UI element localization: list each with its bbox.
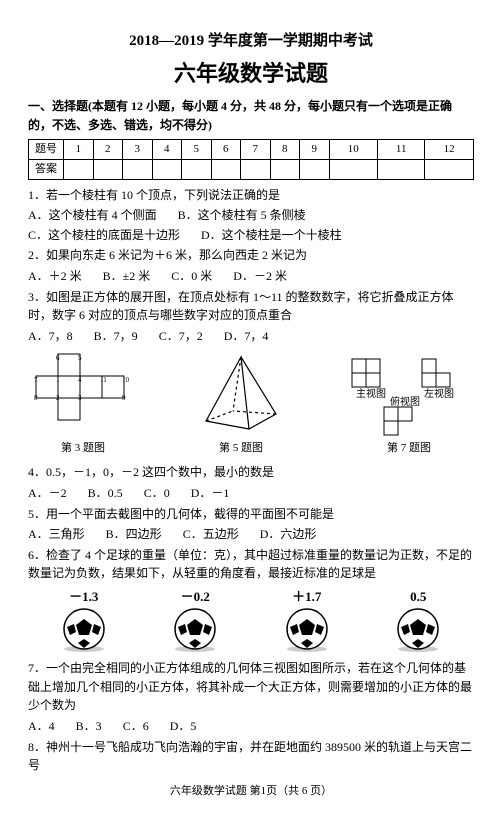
svg-text:5: 5 — [78, 354, 82, 362]
question-5: 5．用一个平面去截图中的几何体，截得的平面图不可能是 — [28, 505, 474, 524]
question-6: 6．检查了 4 个足球的重量（单位：克），其中超过标准重量的数量记为正数，不足的… — [28, 546, 474, 583]
svg-text:9: 9 — [122, 394, 126, 402]
soccer-ball-icon — [167, 607, 223, 653]
q5-opt-a: A．三角形 — [28, 525, 85, 544]
ans-cell — [300, 159, 330, 179]
col-7: 7 — [241, 139, 271, 159]
q3-opt-a: A．7，8 — [28, 327, 73, 346]
col-10: 10 — [329, 139, 378, 159]
q3-opt-b: B．7，9 — [94, 327, 138, 346]
ans-cell — [425, 159, 474, 179]
svg-text:6: 6 — [56, 354, 60, 362]
q2-opt-b: B．±2 米 — [103, 267, 151, 286]
q4-opt-c: C．0 — [144, 484, 170, 503]
ball-d-value: 0.5 — [390, 587, 446, 607]
figure-5: 第 5 题图 — [191, 349, 291, 457]
col-3: 3 — [123, 139, 153, 159]
q5-opt-d: D．六边形 — [260, 525, 317, 544]
row-label: 题号 — [29, 139, 64, 159]
q2-opt-d: D．－2 米 — [233, 267, 287, 286]
ball-a-value: －1.3 — [56, 587, 112, 607]
cube-net-icon: 6 5 7 1 4 11 10 8 2 3 9 — [28, 349, 138, 439]
ans-cell — [329, 159, 378, 179]
fig5-caption: 第 5 题图 — [191, 440, 291, 457]
question-7: 7．一个由完全相同的小正方体组成的几何体三视图如图所示，若在这个几何体的基础上增… — [28, 659, 474, 715]
q5-opt-b: B．四边形 — [106, 525, 162, 544]
ball-b: －0.2 — [167, 587, 223, 653]
pyramid-icon — [191, 349, 291, 439]
ball-a: －1.3 — [56, 587, 112, 653]
q2-opt-a: A．＋2 米 — [28, 267, 82, 286]
q4-opt-b: B．0.5 — [88, 484, 123, 503]
exam-subject-title: 六年级数学试题 — [28, 57, 474, 91]
q5-opt-c: C．五边形 — [183, 525, 239, 544]
col-12: 12 — [425, 139, 474, 159]
q2-opt-c: C．0 米 — [171, 267, 212, 286]
section-1-heading: 一、选择题(本题有 12 小题，每小题 4 分，共 48 分，每小题只有一个选项… — [28, 97, 474, 134]
col-5: 5 — [182, 139, 212, 159]
col-6: 6 — [211, 139, 241, 159]
svg-text:11: 11 — [100, 376, 107, 384]
q4-opt-d: D．－1 — [191, 484, 230, 503]
soccer-ball-icon — [279, 607, 335, 653]
col-11: 11 — [378, 139, 425, 159]
col-1: 1 — [64, 139, 94, 159]
fig7-caption: 第 7 题图 — [344, 440, 474, 457]
ans-cell — [64, 159, 94, 179]
svg-text:8: 8 — [34, 394, 38, 402]
q4-opt-a: A．－2 — [28, 484, 67, 503]
answer-table: 题号 1 2 3 4 5 6 7 8 9 10 11 12 答案 — [28, 139, 474, 180]
svg-text:1: 1 — [56, 376, 60, 384]
top-view-label: 俯视图 — [390, 395, 420, 408]
svg-text:3: 3 — [78, 394, 82, 402]
q3-opt-d: D．7，4 — [224, 327, 269, 346]
col-8: 8 — [270, 139, 300, 159]
ans-cell — [93, 159, 123, 179]
question-2: 2．如果向东走 6 米记为＋6 米，那么向西走 2 米记为 — [28, 246, 474, 265]
q3-opt-c: C．7，2 — [159, 327, 203, 346]
soccer-ball-icon — [56, 607, 112, 653]
svg-text:7: 7 — [34, 376, 38, 384]
question-4: 4．0.5，－1，0，－2 这四个数中，最小的数是 — [28, 463, 474, 482]
svg-text:10: 10 — [122, 376, 130, 384]
front-view-label: 主视图 — [356, 387, 386, 400]
svg-text:2: 2 — [56, 394, 60, 402]
ball-c-value: ＋1.7 — [279, 587, 335, 607]
page-footer: 六年级数学试题 第1页（共 6 页） — [28, 783, 474, 800]
ans-cell — [270, 159, 300, 179]
q1-opt-d: D．这个棱柱是一个十棱柱 — [201, 226, 342, 245]
three-views-icon: 主视图 左视图 俯视图 — [344, 353, 474, 439]
ans-cell — [182, 159, 212, 179]
ans-cell — [378, 159, 425, 179]
ans-cell — [241, 159, 271, 179]
soccer-balls-row: －1.3 －0.2 ＋1.7 — [28, 587, 474, 653]
q7-opt-a: A．4 — [28, 717, 55, 736]
soccer-ball-icon — [390, 607, 446, 653]
question-3: 3．如图是正方体的展开图，在顶点处标有 1～11 的整数数字，将它折叠成正方体时… — [28, 288, 474, 325]
q1-opt-b: B．这个棱柱有 5 条侧棱 — [178, 206, 306, 225]
ball-c: ＋1.7 — [279, 587, 335, 653]
ball-d: 0.5 — [390, 587, 446, 653]
col-9: 9 — [300, 139, 330, 159]
ans-cell — [211, 159, 241, 179]
figure-3: 6 5 7 1 4 11 10 8 2 3 9 第 3 题图 — [28, 349, 138, 457]
exam-year-title: 2018—2019 学年度第一学期期中考试 — [28, 30, 474, 53]
q7-opt-c: C．6 — [123, 717, 149, 736]
q1-opt-c: C．这个棱柱的底面是十边形 — [28, 226, 180, 245]
q7-opt-b: B．3 — [76, 717, 102, 736]
question-1: 1．若一个棱柱有 10 个顶点，下列说法正确的是 — [28, 186, 474, 205]
fig3-caption: 第 3 题图 — [28, 440, 138, 457]
col-2: 2 — [93, 139, 123, 159]
q1-opt-a: A．这个棱柱有 4 个侧面 — [28, 206, 157, 225]
ans-cell — [152, 159, 182, 179]
ans-cell — [123, 159, 153, 179]
row-label: 答案 — [29, 159, 64, 179]
figure-7: 主视图 左视图 俯视图 第 7 题图 — [344, 353, 474, 457]
col-4: 4 — [152, 139, 182, 159]
q7-opt-d: D．5 — [170, 717, 197, 736]
ball-b-value: －0.2 — [167, 587, 223, 607]
svg-text:4: 4 — [78, 376, 82, 384]
left-view-label: 左视图 — [424, 387, 454, 400]
question-8: 8．神州十一号飞船成功飞向浩瀚的宇宙，并在距地面约 389500 米的轨道上与天… — [28, 738, 474, 775]
